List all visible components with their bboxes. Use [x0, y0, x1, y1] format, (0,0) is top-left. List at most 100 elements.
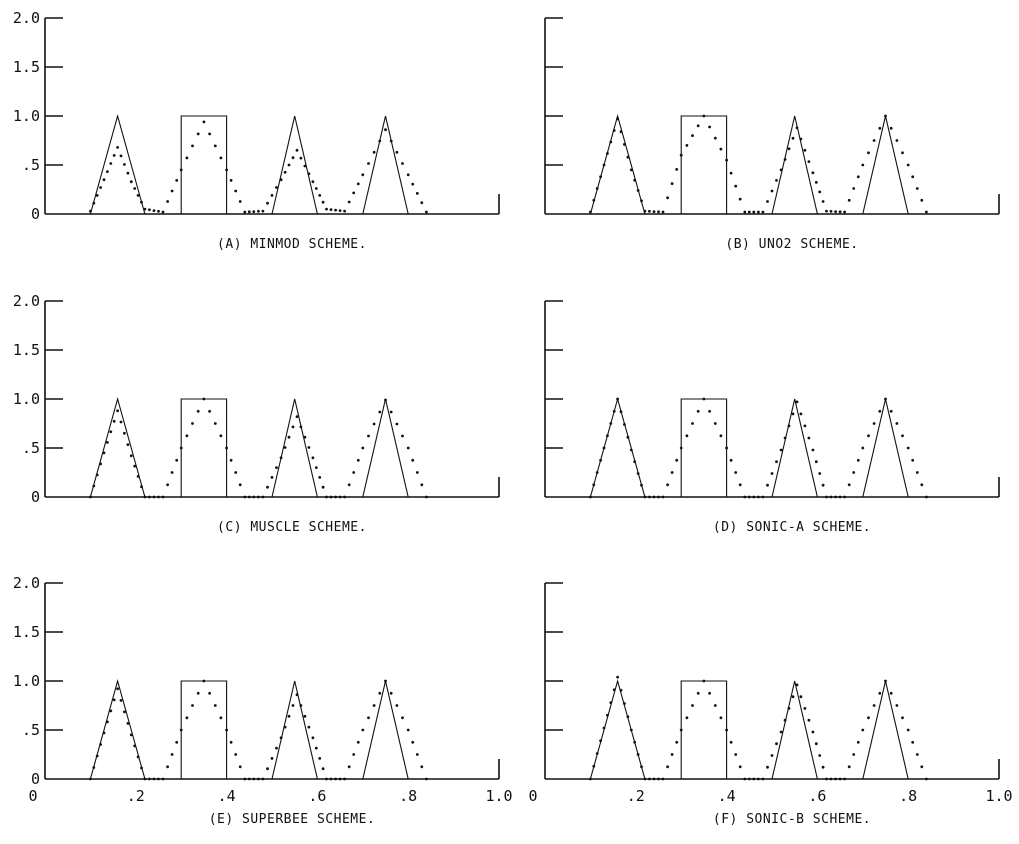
numerical-point	[895, 704, 899, 707]
numerical-point	[911, 175, 915, 179]
x-tick-label: .8	[399, 787, 417, 805]
numerical-point	[136, 475, 140, 478]
panel-caption: (B) UNO2 SCHEME.	[725, 237, 858, 252]
numerical-point	[818, 754, 822, 757]
numerical-point	[757, 210, 760, 214]
numerical-point	[852, 753, 856, 756]
numerical-point	[623, 702, 626, 705]
numerical-point	[395, 422, 399, 426]
numerical-point	[185, 716, 189, 720]
numerical-point	[847, 483, 851, 487]
numerical-point	[666, 196, 669, 200]
numerical-point	[92, 766, 96, 769]
numerical-point	[670, 182, 674, 186]
numerical-point	[648, 777, 651, 781]
numerical-point	[734, 471, 738, 474]
numerical-point	[295, 693, 299, 697]
numerical-point	[787, 707, 791, 710]
numerical-point	[225, 728, 229, 732]
numerical-point	[787, 147, 791, 151]
numerical-point	[821, 483, 825, 487]
numerical-point	[679, 153, 683, 157]
numerical-point	[109, 709, 113, 713]
numerical-point	[367, 716, 370, 720]
numerical-point	[906, 446, 910, 450]
numerical-point	[261, 777, 265, 781]
numerical-point	[257, 209, 260, 213]
numerical-point	[106, 720, 109, 724]
numerical-point	[814, 181, 818, 184]
numerical-point	[648, 495, 651, 499]
numerical-point	[112, 698, 116, 702]
numerical-point	[166, 483, 170, 487]
numerical-point	[629, 728, 633, 732]
numerical-point	[425, 495, 428, 499]
numerical-point	[661, 210, 665, 214]
y-tick-label: 2.0	[13, 9, 40, 27]
numerical-point	[303, 435, 307, 439]
numerical-point	[136, 194, 140, 197]
numerical-point	[595, 471, 599, 474]
numerical-point	[243, 495, 247, 499]
numerical-point	[861, 163, 865, 167]
numerical-point	[112, 154, 116, 157]
numerical-point	[666, 765, 669, 769]
numerical-point	[612, 129, 616, 132]
numerical-point	[779, 730, 783, 734]
numerical-point	[89, 777, 92, 781]
numerical-point	[219, 156, 223, 160]
numerical-point	[779, 448, 783, 452]
numerical-point	[229, 179, 233, 182]
numerical-point	[415, 753, 419, 756]
numerical-point	[287, 435, 291, 439]
numerical-point	[766, 483, 769, 487]
numerical-point	[795, 400, 799, 404]
numerical-point	[691, 422, 694, 425]
numerical-point	[133, 187, 137, 190]
numerical-point	[696, 691, 700, 695]
numerical-point	[821, 765, 825, 769]
numerical-point	[747, 495, 751, 499]
numerical-point	[161, 495, 165, 499]
numerical-point	[311, 180, 315, 184]
numerical-point	[838, 210, 842, 214]
numerical-point	[872, 422, 876, 425]
numerical-point	[589, 777, 592, 781]
numerical-point	[915, 753, 919, 756]
numerical-point	[713, 704, 717, 707]
numerical-point	[602, 163, 606, 167]
numerical-point	[757, 495, 760, 499]
numerical-point	[196, 409, 200, 413]
numerical-point	[140, 200, 143, 204]
numerical-point	[238, 200, 242, 203]
numerical-point	[129, 454, 133, 458]
numerical-point	[307, 725, 311, 729]
numerical-point	[257, 777, 260, 781]
numerical-point	[818, 190, 822, 194]
numerical-point	[143, 777, 147, 781]
numerical-point	[123, 163, 126, 166]
numerical-point	[889, 691, 893, 695]
numerical-point	[347, 765, 351, 769]
numerical-point	[592, 198, 596, 202]
numerical-point	[372, 150, 376, 154]
numerical-point	[592, 764, 596, 768]
numerical-point	[329, 495, 333, 499]
numerical-point	[626, 435, 630, 439]
numerical-point	[234, 753, 238, 756]
numerical-point	[106, 170, 109, 174]
numerical-point	[889, 126, 893, 130]
numerical-point	[901, 151, 904, 155]
numerical-point	[352, 753, 356, 756]
numerical-point	[157, 777, 160, 781]
panel-caption: (E) SUPERBEE SCHEME.	[209, 812, 376, 827]
numerical-point	[229, 740, 233, 744]
numerical-point	[925, 777, 928, 781]
x-tick-label: .2	[627, 787, 645, 805]
numerical-point	[219, 434, 223, 438]
numerical-point	[238, 765, 242, 769]
numerical-point	[795, 683, 799, 687]
numerical-point	[247, 210, 251, 214]
numerical-point	[734, 184, 738, 188]
numerical-point	[675, 458, 679, 462]
